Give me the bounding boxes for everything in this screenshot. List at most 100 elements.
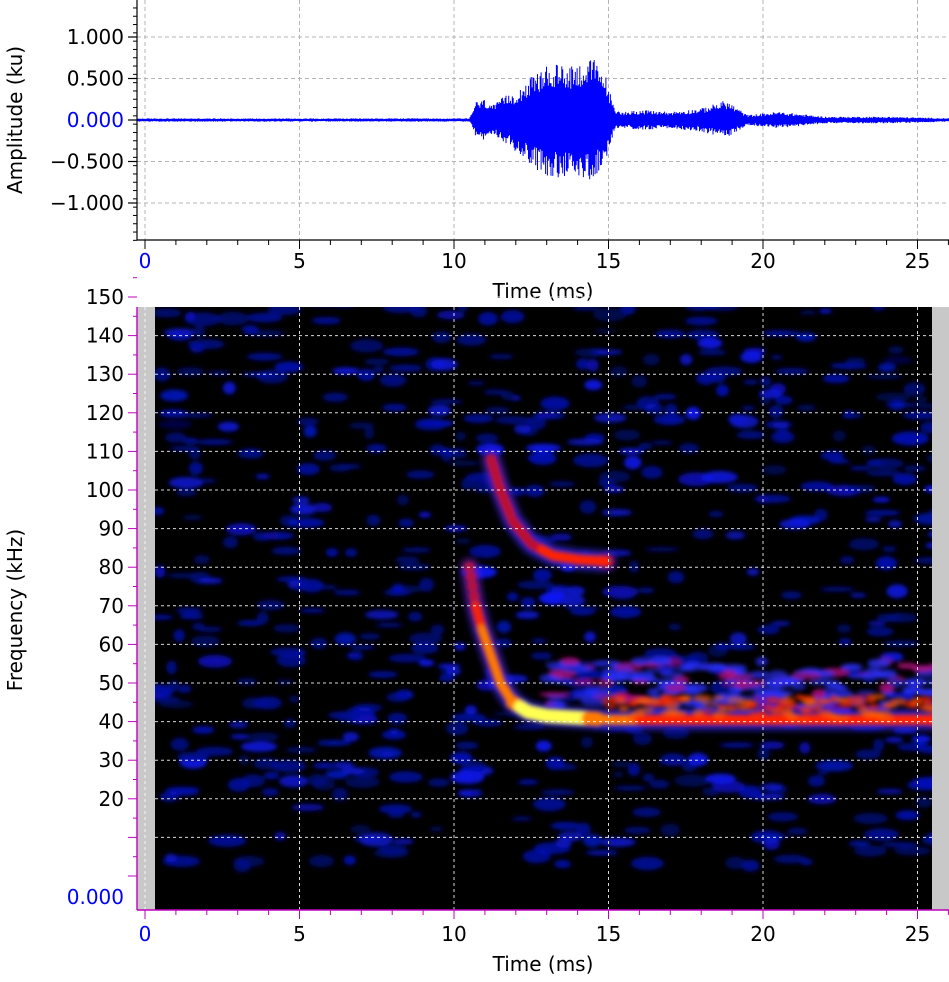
waveform-y-tick-label: −1.000	[50, 191, 124, 215]
spectrogram-noise-blob	[614, 430, 640, 441]
spectrogram-noise-blob	[383, 348, 419, 356]
spectrogram-noise-blob	[284, 719, 296, 728]
spectrogram-noise-blob	[654, 414, 686, 425]
spectrogram-noise-blob	[867, 278, 893, 284]
spectrogram-noise-blob	[703, 787, 720, 796]
spectrogram-noise-blob	[264, 772, 280, 779]
spectrogram-smear-blob	[633, 671, 655, 680]
spectrogram-noise-blob	[817, 272, 838, 281]
spectrogram-y-tick-label: 130	[86, 362, 124, 386]
harmonic-point	[602, 556, 612, 566]
spectrogram-noise-blob	[850, 593, 867, 597]
spectrogram-noise-blob	[409, 633, 442, 645]
spectrogram-noise-blob	[866, 375, 903, 380]
spectrogram-noise-blob	[797, 405, 816, 411]
spectrogram-noise-blob	[415, 418, 448, 431]
spectrogram-noise-blob	[551, 534, 572, 541]
spectrogram-y-tick-label: 60	[99, 632, 124, 656]
spectrogram-smear-blob	[792, 672, 822, 680]
spectrogram-noise-blob	[229, 722, 248, 728]
spectrogram-noise-blob	[292, 497, 310, 504]
spectrogram-noise-blob	[432, 332, 451, 343]
spectrogram-noise-blob	[888, 346, 904, 354]
spectrogram-noise-blob	[166, 573, 200, 578]
harmonic-fleck	[877, 710, 892, 717]
spectrogram-noise-blob	[584, 380, 602, 390]
spectrogram-smear-blob	[812, 689, 826, 698]
spectrogram-smear-blob	[660, 672, 684, 678]
spectrogram-noise-blob	[660, 753, 686, 765]
spectrogram-noise-blob	[495, 638, 512, 647]
spectrogram-noise-blob	[364, 428, 374, 439]
waveform-y-tick-label: 1.000	[67, 25, 124, 49]
spectrogram-noise-blob	[169, 477, 204, 488]
spectrogram-noise-blob	[612, 761, 630, 767]
spectrogram-noise-blob	[631, 857, 664, 870]
spectrogram-noise-blob	[849, 538, 879, 550]
spectrogram-smear-blob	[631, 657, 652, 665]
spectrogram-noise-blob	[447, 453, 468, 458]
spectrogram-noise-blob	[823, 374, 850, 383]
spectrogram-noise-blob	[645, 547, 680, 551]
harmonic-fleck	[693, 709, 704, 716]
spectrogram-noise-blob	[771, 621, 791, 625]
spectrogram-noise-blob	[402, 548, 432, 553]
spectrogram-noise-blob	[534, 842, 571, 854]
spectrogram-noise-blob	[478, 312, 498, 325]
spectrogram-noise-blob	[335, 633, 357, 646]
spectrogram-smear-blob	[904, 678, 926, 686]
spectrogram-noise-blob	[686, 330, 719, 340]
spectrogram-noise-blob	[771, 355, 783, 360]
spectrogram-noise-blob	[654, 394, 676, 399]
spectrogram-noise-blob	[318, 585, 338, 590]
spectrogram-noise-blob	[395, 556, 419, 564]
harmonic-fleck	[853, 702, 867, 710]
spectrogram-noise-blob	[843, 410, 854, 418]
spectrogram-right-margin	[932, 307, 949, 910]
spectrogram-smear-blob	[879, 683, 893, 693]
spectrogram-noise-blob	[398, 519, 413, 527]
spectrogram-noise-blob	[242, 698, 267, 709]
spectrogram-noise-blob	[373, 848, 409, 858]
spectrogram-x-axis-label: Time (ms)	[492, 952, 594, 976]
spectrogram-noise-blob	[226, 523, 256, 535]
harmonic-fleck	[813, 708, 831, 714]
spectrogram-panel: 15014013012011010090807060504030200.000 …	[3, 269, 949, 976]
spectrogram-noise-blob	[643, 354, 660, 366]
harmonic-fleck	[798, 718, 810, 722]
spectrogram-noise-blob	[820, 276, 830, 282]
spectrogram-noise-blob	[418, 281, 446, 287]
spectrogram-noise-blob	[180, 614, 204, 620]
spectrogram-noise-blob	[359, 633, 381, 639]
spectrogram-x-tick-label: 0	[139, 922, 152, 946]
spectrogram-noise-blob	[866, 460, 882, 466]
spectrogram-noise-blob	[796, 332, 816, 341]
spectrogram-noise-blob	[774, 855, 807, 864]
spectrogram-noise-blob	[770, 383, 786, 395]
spectrogram-noise-blob	[820, 587, 855, 592]
spectrogram-noise-blob	[461, 478, 474, 490]
spectrogram-noise-blob	[655, 330, 685, 339]
spectrogram-noise-blob	[867, 627, 894, 636]
spectrogram-smear-blob	[698, 663, 727, 671]
spectrogram-noise-blob	[273, 624, 300, 632]
spectrogram-noise-blob	[610, 606, 641, 618]
spectrogram-noise-blob	[624, 827, 651, 834]
harmonic-fleck	[660, 711, 679, 715]
spectrogram-noise-blob	[313, 763, 336, 769]
harmonic-fleck	[636, 707, 654, 713]
spectrogram-noise-blob	[875, 393, 911, 402]
spectrogram-smear-blob	[865, 667, 881, 677]
spectrogram-noise-blob	[598, 479, 614, 487]
spectrogram-noise-blob	[747, 568, 759, 575]
spectrogram-noise-blob	[165, 432, 186, 442]
harmonic-fleck	[712, 696, 725, 701]
spectrogram-noise-blob	[368, 671, 398, 678]
spectrogram-noise-blob	[182, 515, 202, 521]
waveform-x-axis-label: Time (ms)	[492, 279, 594, 303]
spectrogram-noise-blob	[458, 304, 468, 311]
spectrogram-noise-blob	[896, 810, 920, 820]
spectrogram-noise-blob	[573, 454, 608, 468]
spectrogram-noise-blob	[304, 425, 317, 437]
